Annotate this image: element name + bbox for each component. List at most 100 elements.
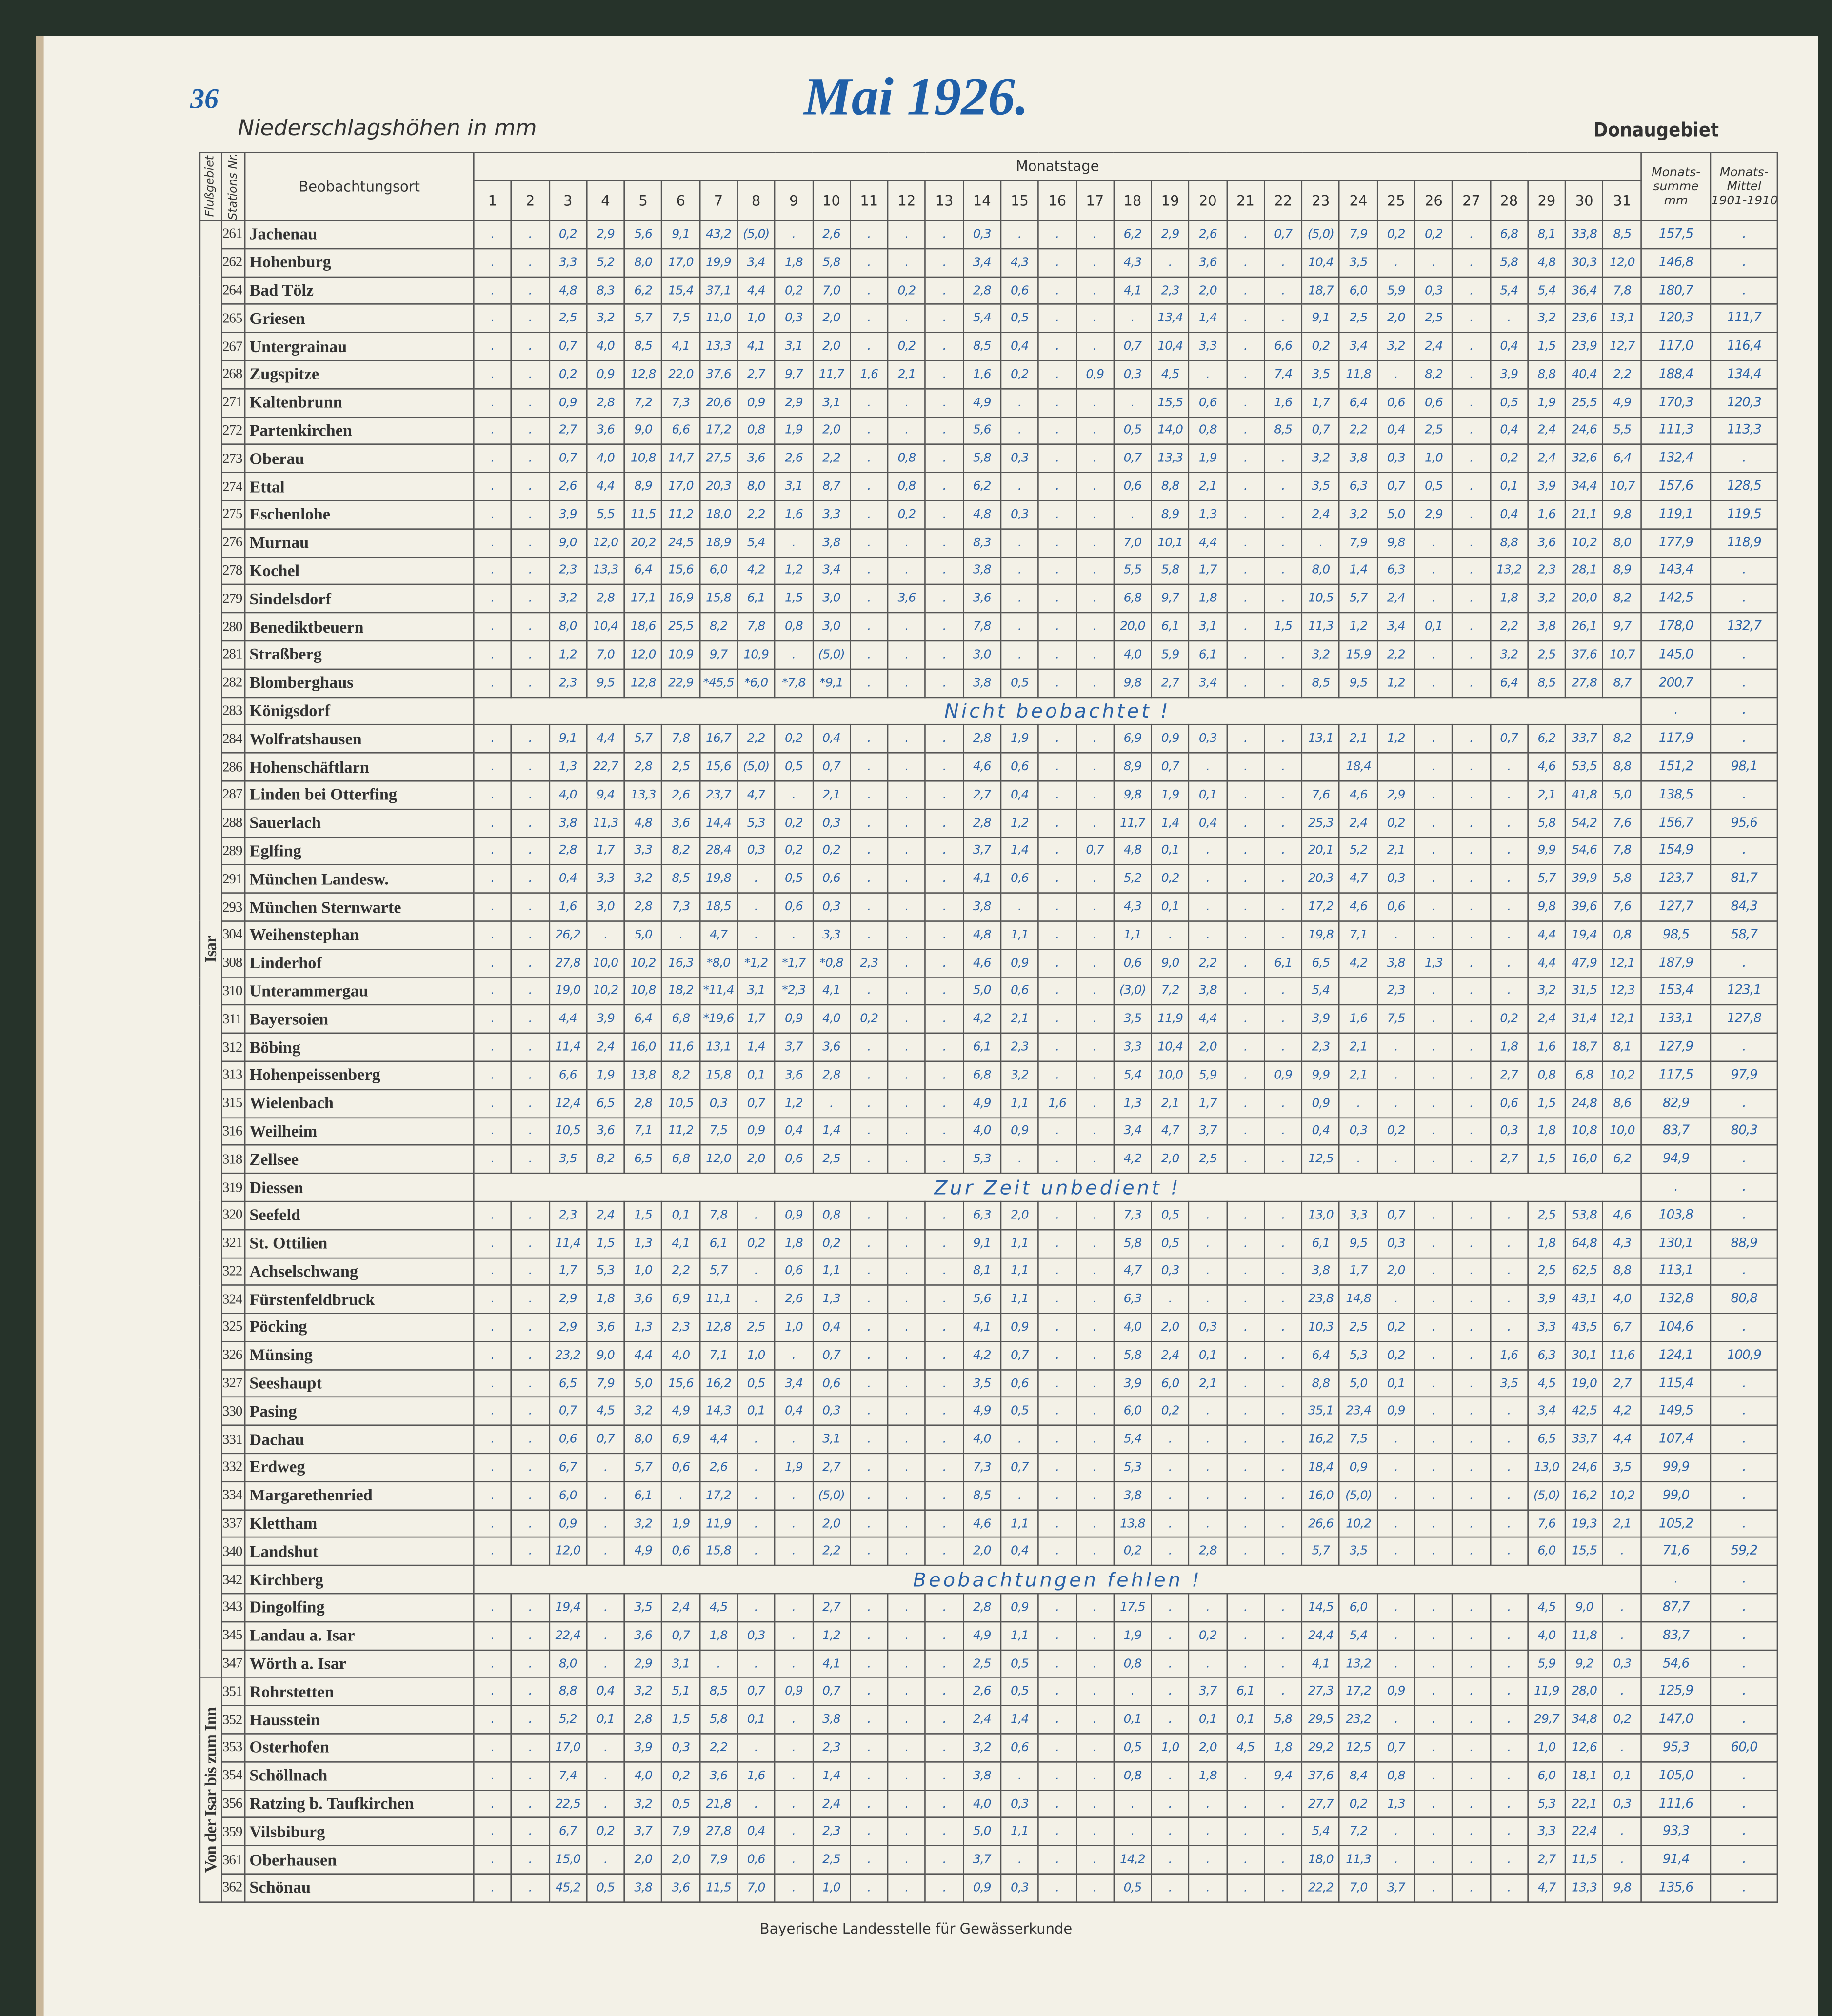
day-value: .: [1226, 1340, 1265, 1370]
day-value: 1,9: [1188, 444, 1228, 474]
day-value: 4,0: [586, 444, 625, 474]
day-value: 2,3: [1301, 1032, 1340, 1062]
day-value: 3,2: [1000, 1060, 1039, 1090]
day-value: 5,9: [1151, 640, 1190, 670]
day-value: .: [511, 864, 550, 894]
day-value: 6,5: [586, 1088, 625, 1118]
day-value: 1,9: [586, 1060, 625, 1090]
day-value: .: [1037, 1284, 1077, 1315]
day-value: 12,7: [1602, 332, 1642, 361]
day-value: .: [1037, 1677, 1077, 1707]
day-value: .: [511, 1425, 550, 1455]
header-cell: Stations Nr.: [221, 152, 246, 221]
day-value: .: [1452, 1004, 1491, 1034]
day-value: 2,8: [623, 752, 663, 782]
day-value: 4,2: [962, 1004, 1002, 1034]
day-value: *0,8: [812, 948, 851, 978]
header-line: summe: [1653, 179, 1699, 194]
day-value: .: [925, 1509, 964, 1538]
day-value: .: [1452, 416, 1491, 446]
station-row: 359 Vilsbiburg.. 6,7 0,2 3,7 7,9 27,8 0,4. 2,3..…: [200, 1817, 1778, 1847]
station-name: Achselschwang: [244, 1257, 475, 1286]
day-value: 7,5: [1339, 1425, 1378, 1455]
day-value: 15,9: [1339, 640, 1378, 670]
day-value: 0,7: [812, 1677, 851, 1707]
day-value: 3,2: [962, 1733, 1002, 1763]
day-value: .: [1226, 976, 1265, 1006]
day-value: 3,5: [623, 1593, 663, 1622]
day-value: 11,7: [1113, 808, 1152, 838]
day-value: 15,8: [699, 1537, 738, 1567]
day-value: .: [849, 612, 889, 642]
day-value: (5,0): [737, 220, 776, 249]
day-value: .: [925, 836, 964, 866]
day-value: .: [511, 304, 550, 334]
station-row: 334 Margarethenried.. 6,0. 6,1. 17,2.. (5,0).…: [200, 1481, 1778, 1511]
day-value: 37,1: [699, 276, 738, 305]
day-value: .: [849, 1257, 889, 1286]
day-value: 4,4: [1527, 920, 1566, 950]
day-value: .: [1263, 1509, 1303, 1538]
day-value: .: [1188, 1873, 1228, 1903]
day-value: 4,6: [962, 948, 1002, 978]
day-value: 9,8: [1527, 892, 1566, 922]
day-value: .: [473, 1453, 512, 1482]
page-number: 36: [190, 82, 219, 115]
day-value: .: [1037, 1845, 1077, 1875]
day-value: 3,8: [962, 556, 1002, 586]
station-name: Hohenpeissenberg: [244, 1060, 475, 1090]
day-value: 6,8: [661, 1004, 700, 1034]
day-value: .: [887, 1705, 926, 1735]
day-value: 0,5: [586, 1873, 625, 1903]
day-value: 0,5: [774, 864, 814, 894]
month-mean: .: [1710, 1481, 1778, 1511]
day-value: 7,0: [1113, 528, 1152, 558]
station-number: 265: [221, 304, 246, 334]
day-value: .: [887, 1593, 926, 1622]
day-value: 12,0: [699, 1144, 738, 1174]
month-mean: .: [1710, 1565, 1778, 1595]
day-value: (5,0): [812, 640, 851, 670]
day-value: 5,7: [1527, 864, 1566, 894]
day-value: 2,6: [774, 1284, 814, 1315]
day-value: 2,3: [548, 668, 588, 698]
day-value: .: [1263, 1088, 1303, 1118]
day-value: 10,4: [1151, 332, 1190, 361]
month-mean: 100,9: [1710, 1340, 1778, 1370]
day-value: .: [511, 752, 550, 782]
day-value: 1,0: [1414, 444, 1454, 474]
station-name: Sindelsdorf: [244, 584, 475, 614]
day-value: .: [1452, 1845, 1491, 1875]
day-value: .: [473, 1817, 512, 1847]
day-value: .: [1414, 1032, 1454, 1062]
day-value: .: [1037, 1004, 1077, 1034]
day-value: 9,9: [1527, 836, 1566, 866]
day-value: .: [925, 892, 964, 922]
day-value: 4,1: [661, 1229, 700, 1258]
day-value: 0,8: [1527, 1060, 1566, 1090]
day-value: .: [586, 1761, 625, 1791]
day-value: .: [1452, 1425, 1491, 1455]
day-value: 1,5: [1527, 1088, 1566, 1118]
day-value: .: [1263, 472, 1303, 501]
day-value: 1,4: [737, 1032, 776, 1062]
day-value: 5,2: [1339, 836, 1378, 866]
day-value: .: [1414, 1004, 1454, 1034]
day-value: .: [473, 1060, 512, 1090]
month-sum: 127,7: [1640, 892, 1712, 922]
day-value: 1,8: [1489, 584, 1529, 614]
day-value: 28,4: [699, 836, 738, 866]
day-value: .: [849, 416, 889, 446]
day-value: 2,5: [1339, 304, 1378, 334]
month-sum: 153,4: [1640, 976, 1712, 1006]
day-value: .: [1000, 416, 1039, 446]
day-value: .: [1414, 976, 1454, 1006]
day-value: .: [473, 864, 512, 894]
footer: Bayerische Landesstelle für Gewässerkund…: [759, 1920, 1073, 1938]
station-row: 271 Kaltenbrunn.. 0,9 2,8 7,2 7,3 20,6 0,9 2,9 3,…: [200, 388, 1778, 418]
day-value: 0,7: [1489, 724, 1529, 754]
day-value: 27,5: [699, 444, 738, 474]
month-mean: .: [1710, 1789, 1778, 1819]
day-value: 8,5: [1263, 416, 1303, 446]
day-value: .: [1075, 1705, 1115, 1735]
